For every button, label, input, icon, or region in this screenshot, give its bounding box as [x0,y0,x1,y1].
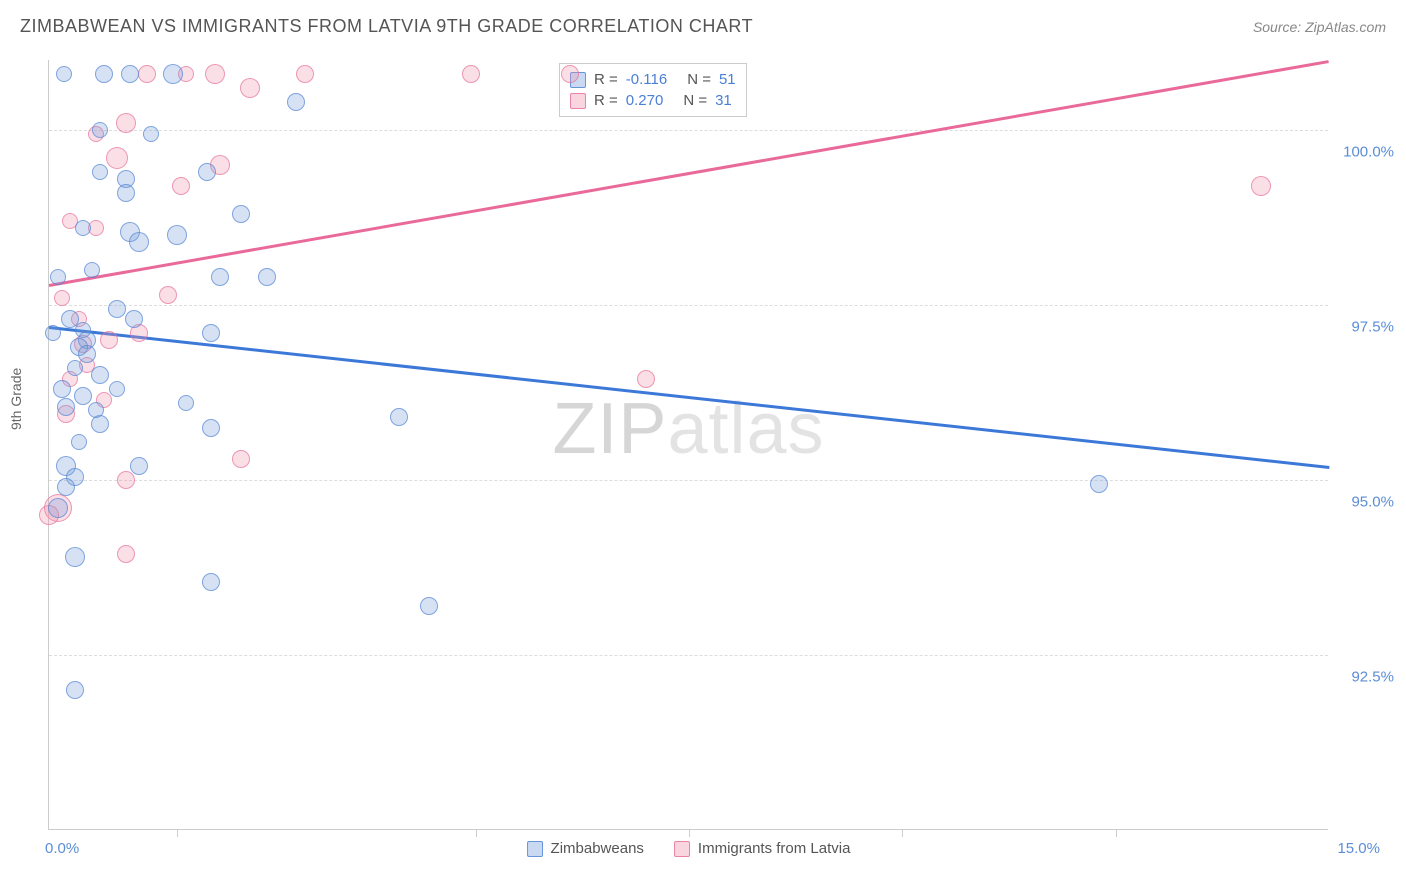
scatter-point [143,126,159,142]
bottom-legend: Zimbabweans Immigrants from Latvia [527,840,851,857]
scatter-point [65,547,85,567]
trend-line [49,326,1329,468]
scatter-point [287,93,305,111]
gridline-h [49,655,1328,656]
scatter-point [71,434,87,450]
scatter-point [198,163,216,181]
scatter-point [57,398,75,416]
chart-title: ZIMBABWEAN VS IMMIGRANTS FROM LATVIA 9TH… [20,16,753,37]
scatter-point [240,78,260,98]
scatter-point [232,450,250,468]
scatter-point [172,177,190,195]
scatter-point [91,366,109,384]
y-tick-label: 100.0% [1343,144,1394,161]
x-tick [689,829,690,837]
scatter-point [167,225,187,245]
x-tick [902,829,903,837]
scatter-point [56,66,72,82]
stats-row-1: R = -0.116 N = 51 [570,69,736,90]
swatch-pink-icon [674,841,690,857]
scatter-point [178,395,194,411]
scatter-point [202,573,220,591]
scatter-point [232,205,250,223]
y-tick-label: 92.5% [1351,669,1394,686]
scatter-point [92,164,108,180]
y-axis-label: 9th Grade [8,368,24,430]
scatter-point [92,122,108,138]
scatter-point [116,113,136,133]
scatter-point [420,597,438,615]
swatch-blue-icon [527,841,543,857]
scatter-point [205,64,225,84]
y-tick-label: 95.0% [1351,494,1394,511]
x-tick-label: 0.0% [45,840,79,857]
chart-plot-area: ZIPatlas R = -0.116 N = 51 R = 0.270 N =… [48,60,1328,830]
scatter-point [637,370,655,388]
x-tick-label: 15.0% [1337,840,1380,857]
stats-row-2: R = 0.270 N = 31 [570,90,736,111]
scatter-point [390,408,408,426]
scatter-point [462,65,480,83]
y-tick-label: 97.5% [1351,319,1394,336]
gridline-h [49,130,1328,131]
stats-box: R = -0.116 N = 51 R = 0.270 N = 31 [559,63,747,117]
scatter-point [57,478,75,496]
legend-item-2: Immigrants from Latvia [674,840,851,857]
scatter-point [74,387,92,405]
scatter-point [48,498,68,518]
gridline-h [49,305,1328,306]
scatter-point [117,184,135,202]
scatter-point [67,360,83,376]
scatter-point [45,325,61,341]
source-label: Source: ZipAtlas.com [1253,19,1386,35]
scatter-point [129,232,149,252]
scatter-point [202,419,220,437]
scatter-point [117,471,135,489]
scatter-point [561,65,579,83]
x-tick [177,829,178,837]
scatter-point [75,220,91,236]
scatter-point [50,269,66,285]
watermark: ZIPatlas [552,388,824,470]
scatter-point [258,268,276,286]
scatter-point [1090,475,1108,493]
scatter-point [106,147,128,169]
x-tick [476,829,477,837]
scatter-point [125,310,143,328]
scatter-point [66,681,84,699]
legend-item-1: Zimbabweans [527,840,644,857]
scatter-point [163,64,183,84]
scatter-point [211,268,229,286]
scatter-point [109,381,125,397]
scatter-point [84,262,100,278]
scatter-point [159,286,177,304]
scatter-point [1251,176,1271,196]
scatter-point [138,65,156,83]
scatter-point [78,345,96,363]
swatch-pink-icon [570,93,586,109]
scatter-point [117,545,135,563]
scatter-point [130,457,148,475]
scatter-point [54,290,70,306]
scatter-point [108,300,126,318]
x-tick [1116,829,1117,837]
gridline-h [49,480,1328,481]
scatter-point [100,331,118,349]
scatter-point [88,402,104,418]
scatter-point [53,380,71,398]
scatter-point [296,65,314,83]
scatter-point [121,65,139,83]
scatter-point [202,324,220,342]
scatter-point [95,65,113,83]
